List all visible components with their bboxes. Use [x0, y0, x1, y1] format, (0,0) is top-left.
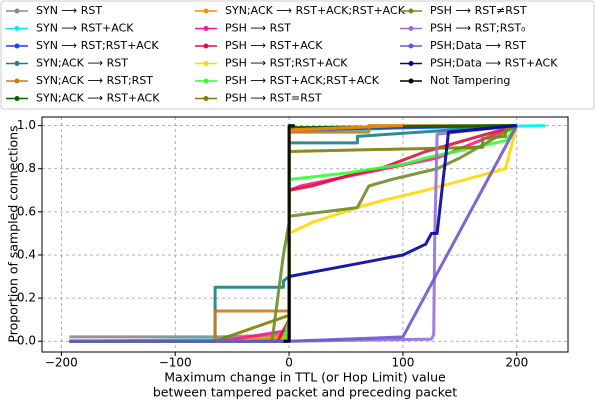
legend-label: Not Tampering — [430, 74, 510, 87]
legend-label: PSH ⟶ RST≠RST — [430, 4, 527, 17]
x-tick-label: 200 — [505, 356, 528, 370]
series-line — [276, 124, 518, 342]
legend-box — [0, 0, 595, 110]
series-line — [215, 124, 403, 343]
legend-label: SYN ⟶ RST;RST+ACK — [36, 39, 159, 52]
series-line — [287, 124, 517, 342]
x-tick-label: −100 — [159, 356, 192, 370]
y-tick-label: 0.8 — [17, 161, 36, 175]
legend-marker — [14, 8, 20, 14]
legend-label: SYN;ACK ⟶ RST+ACK;RST+ACK — [225, 4, 406, 17]
y-tick-label: 0.0 — [17, 334, 36, 348]
legend-marker — [408, 78, 414, 84]
legend-label: PSH ⟶ RST — [225, 22, 291, 35]
legend-marker — [408, 61, 414, 66]
legend-marker — [408, 8, 414, 14]
series-line — [283, 124, 295, 343]
series-line — [69, 124, 517, 343]
legend-label: SYN ⟶ RST — [36, 4, 102, 17]
legend-label: PSH ⟶ RST;RST₀ — [430, 22, 526, 35]
legend-label: PSH;Data ⟶ RST+ACK — [430, 57, 558, 70]
legend-marker — [14, 43, 20, 49]
legend-marker — [408, 26, 414, 31]
series-line — [214, 124, 518, 343]
series-line — [270, 124, 518, 342]
y-tick-label: 0.4 — [17, 247, 36, 261]
legend-label: PSH ⟶ RST;RST+ACK — [225, 57, 348, 70]
legend-marker — [14, 78, 20, 84]
x-tick-label: 100 — [391, 356, 414, 370]
y-tick-label: 0.2 — [17, 291, 36, 305]
legend-marker — [203, 8, 209, 14]
legend-marker — [14, 26, 20, 31]
series-line — [69, 124, 517, 343]
y-tick-label: 0.6 — [17, 204, 36, 218]
legend-marker — [408, 43, 414, 49]
legend-marker — [14, 96, 20, 101]
legend-label: SYN ⟶ RST+ACK — [36, 22, 134, 35]
x-axis-label: Maximum change in TTL (or Hop Limit) val… — [164, 370, 446, 385]
x-tick-label: −200 — [45, 356, 78, 370]
legend-label: PSH ⟶ RST=RST — [225, 92, 322, 105]
legend-marker — [203, 78, 209, 84]
series-line — [213, 124, 517, 342]
legend-marker — [203, 61, 209, 66]
series-line — [220, 124, 518, 343]
legend-marker — [203, 96, 209, 101]
legend-label: SYN;ACK ⟶ RST+ACK — [36, 92, 160, 105]
series-line — [209, 124, 517, 343]
legend-label: PSH ⟶ RST+ACK — [225, 39, 323, 52]
y-tick-label: 1.0 — [17, 118, 36, 132]
legend-label: SYN;ACK ⟶ RST — [36, 57, 128, 70]
series-line — [69, 124, 546, 343]
legend-label: PSH;Data ⟶ RST — [430, 39, 526, 52]
legend-marker — [203, 26, 209, 31]
legend-marker — [203, 43, 209, 49]
x-axis-label: between tampered packet and preceding pa… — [153, 385, 457, 400]
plot-frame — [41, 116, 569, 353]
legend-label: PSH ⟶ RST+ACK;RST+ACK — [225, 74, 380, 87]
x-tick-label: 0 — [285, 356, 293, 370]
legend-marker — [14, 61, 20, 66]
series-line — [69, 124, 519, 343]
legend-label: SYN;ACK ⟶ RST;RST — [36, 74, 153, 87]
series-line — [281, 124, 518, 342]
y-axis-label: Proportion of sampled connections — [6, 125, 21, 342]
